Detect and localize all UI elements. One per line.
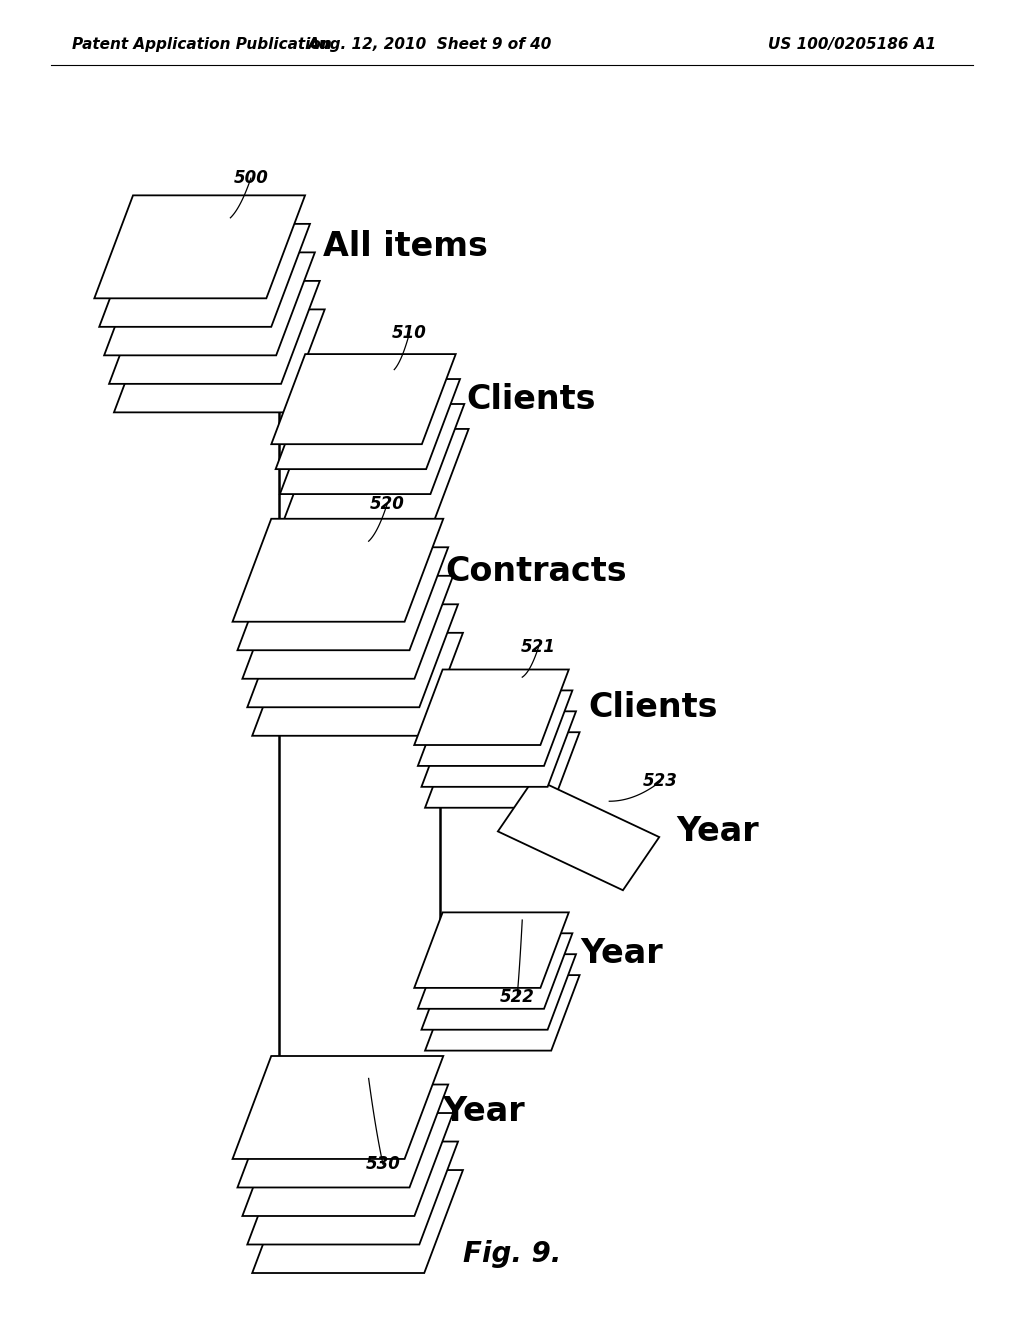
Polygon shape xyxy=(232,519,443,622)
Text: Year: Year xyxy=(442,1096,525,1127)
Polygon shape xyxy=(422,711,575,787)
Polygon shape xyxy=(248,1142,458,1245)
Polygon shape xyxy=(418,690,572,766)
Text: 530: 530 xyxy=(366,1155,400,1173)
Text: 522: 522 xyxy=(500,987,535,1006)
Polygon shape xyxy=(425,733,580,808)
Polygon shape xyxy=(114,309,325,412)
Polygon shape xyxy=(252,632,463,735)
Polygon shape xyxy=(94,195,305,298)
Text: Year: Year xyxy=(676,814,759,849)
Polygon shape xyxy=(238,1085,449,1188)
Polygon shape xyxy=(285,429,469,519)
Polygon shape xyxy=(271,354,456,444)
Polygon shape xyxy=(243,576,454,678)
Text: Clients: Clients xyxy=(589,692,718,723)
Polygon shape xyxy=(238,548,449,651)
Polygon shape xyxy=(498,779,659,890)
Text: Year: Year xyxy=(581,937,664,969)
Text: 523: 523 xyxy=(643,772,678,791)
Polygon shape xyxy=(109,281,319,384)
Polygon shape xyxy=(415,669,568,744)
Polygon shape xyxy=(252,1170,463,1272)
Polygon shape xyxy=(275,379,460,469)
Text: 500: 500 xyxy=(233,169,268,187)
Text: 521: 521 xyxy=(521,638,556,656)
Polygon shape xyxy=(422,954,575,1030)
Text: Contracts: Contracts xyxy=(445,556,627,589)
Text: Fig. 9.: Fig. 9. xyxy=(463,1239,561,1269)
Polygon shape xyxy=(243,1113,454,1216)
Polygon shape xyxy=(99,224,310,327)
Polygon shape xyxy=(104,252,315,355)
Text: Aug. 12, 2010  Sheet 9 of 40: Aug. 12, 2010 Sheet 9 of 40 xyxy=(308,37,552,53)
Text: 520: 520 xyxy=(370,495,404,513)
Polygon shape xyxy=(232,1056,443,1159)
Polygon shape xyxy=(248,605,458,708)
Text: All items: All items xyxy=(323,231,487,264)
Polygon shape xyxy=(415,912,568,987)
Polygon shape xyxy=(280,404,464,494)
Text: 510: 510 xyxy=(392,323,427,342)
Text: US 100/0205186 A1: US 100/0205186 A1 xyxy=(768,37,936,53)
Polygon shape xyxy=(425,975,580,1051)
Text: Patent Application Publication: Patent Application Publication xyxy=(72,37,332,53)
Polygon shape xyxy=(418,933,572,1008)
Text: Clients: Clients xyxy=(466,383,595,417)
